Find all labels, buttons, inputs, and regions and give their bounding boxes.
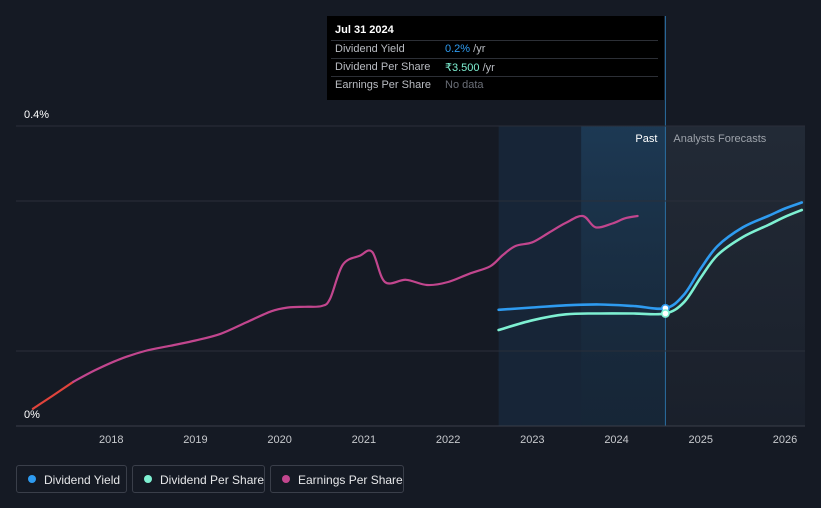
tooltip-date: Jul 31 2024 (335, 24, 394, 36)
legend-dot-icon (282, 475, 290, 483)
tooltip-row-earnings-per-share: Earnings Per Share No data (327, 77, 664, 94)
tooltip-value: No data (445, 79, 484, 91)
y-tick-label-min: 0% (24, 409, 40, 421)
x-tick-label: 2026 (773, 434, 797, 446)
tooltip-divider (331, 58, 658, 59)
legend-label: Earnings Per Share (298, 473, 403, 487)
tooltip-row-dividend-per-share: Dividend Per Share ₹3.500 /yr (327, 59, 664, 76)
tooltip-label: Earnings Per Share (335, 79, 431, 91)
earnings-per-share-line (72, 214, 639, 383)
legend-dot-icon (144, 475, 152, 483)
tooltip-divider (331, 76, 658, 77)
legend-dot-icon (28, 475, 36, 483)
past-highlight-region (581, 126, 666, 426)
tooltip-label: Dividend Yield (335, 43, 405, 55)
tooltip-value: ₹3.500 /yr (445, 62, 495, 74)
legend-earnings-per-share[interactable]: Earnings Per Share (270, 465, 404, 493)
forecast-region (665, 126, 805, 426)
earnings-per-share-line-early (31, 380, 75, 410)
x-tick-label: 2019 (183, 434, 207, 446)
x-tick-label: 2025 (689, 434, 713, 446)
legend-label: Dividend Per Share (160, 473, 265, 487)
dividend-per-share-marker (661, 309, 670, 318)
tooltip-divider (331, 40, 658, 41)
dividend-per-share-line (497, 208, 804, 332)
y-tick-label-max: 0.4% (24, 109, 49, 121)
x-tick-label: 2018 (99, 434, 123, 446)
x-tick-label: 2022 (436, 434, 460, 446)
x-tick-label: 2021 (352, 434, 376, 446)
tooltip-label: Dividend Per Share (335, 61, 431, 73)
tooltip-row-dividend-yield: Dividend Yield 0.2% /yr (327, 41, 664, 58)
legend-dividend-yield[interactable]: Dividend Yield (16, 465, 127, 493)
x-tick-label: 2020 (267, 434, 291, 446)
past-label: Past (635, 133, 657, 145)
tooltip: Jul 31 2024 Dividend Yield 0.2% /yr Divi… (327, 16, 664, 100)
dividend-yield-line (497, 201, 804, 312)
legend-label: Dividend Yield (44, 473, 121, 487)
forecast-label: Analysts Forecasts (673, 133, 766, 145)
tooltip-value: 0.2% /yr (445, 43, 486, 55)
x-tick-label: 2023 (520, 434, 544, 446)
x-tick-label: 2024 (604, 434, 628, 446)
legend-dividend-per-share[interactable]: Dividend Per Share (132, 465, 265, 493)
